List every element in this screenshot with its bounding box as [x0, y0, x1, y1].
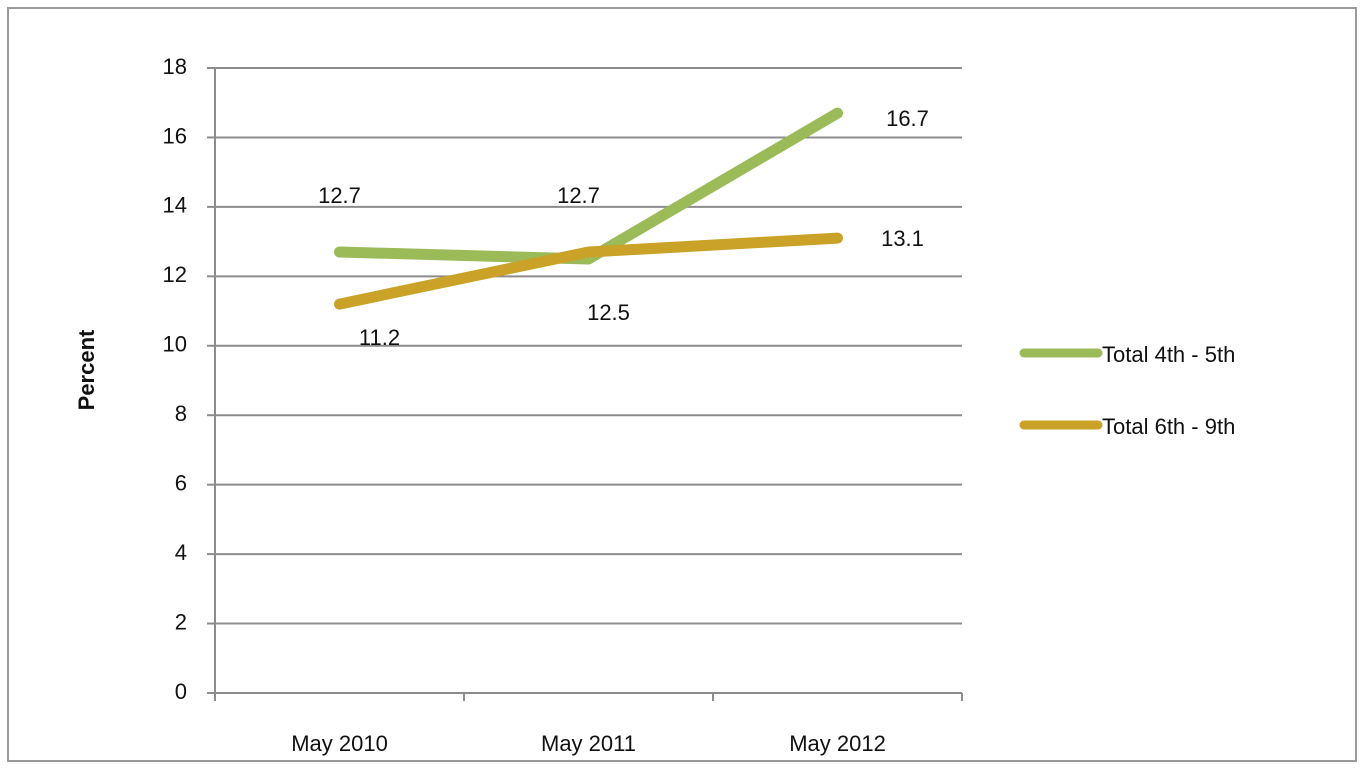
legend-label: Total 4th - 5th [1102, 342, 1235, 367]
chart-border [7, 7, 1357, 762]
y-tick-label: 16 [163, 123, 187, 148]
data-label: 12.7 [557, 183, 600, 208]
x-tick-label: May 2012 [789, 731, 886, 756]
y-tick-label: 14 [163, 193, 187, 218]
data-label: 11.2 [359, 325, 400, 350]
x-tick-label: May 2010 [291, 731, 388, 756]
data-label: 16.7 [886, 106, 929, 131]
y-tick-label: 18 [163, 54, 187, 79]
data-label: 13.1 [881, 226, 924, 251]
x-tick-label: May 2011 [541, 731, 636, 756]
data-label: 12.5 [587, 300, 630, 325]
series-line [334, 232, 843, 310]
y-axis-label: Percent [74, 329, 99, 410]
y-tick-label: 10 [163, 332, 187, 357]
y-tick-label: 2 [175, 609, 187, 634]
series-line [334, 107, 843, 265]
y-tick-label: 8 [175, 401, 187, 426]
data-label: 12.7 [318, 183, 361, 208]
y-tick-label: 12 [163, 262, 187, 287]
legend-label: Total 6th - 9th [1102, 414, 1235, 439]
y-tick-label: 4 [175, 540, 187, 565]
y-tick-label: 6 [175, 470, 187, 495]
y-tick-label: 0 [175, 679, 187, 704]
